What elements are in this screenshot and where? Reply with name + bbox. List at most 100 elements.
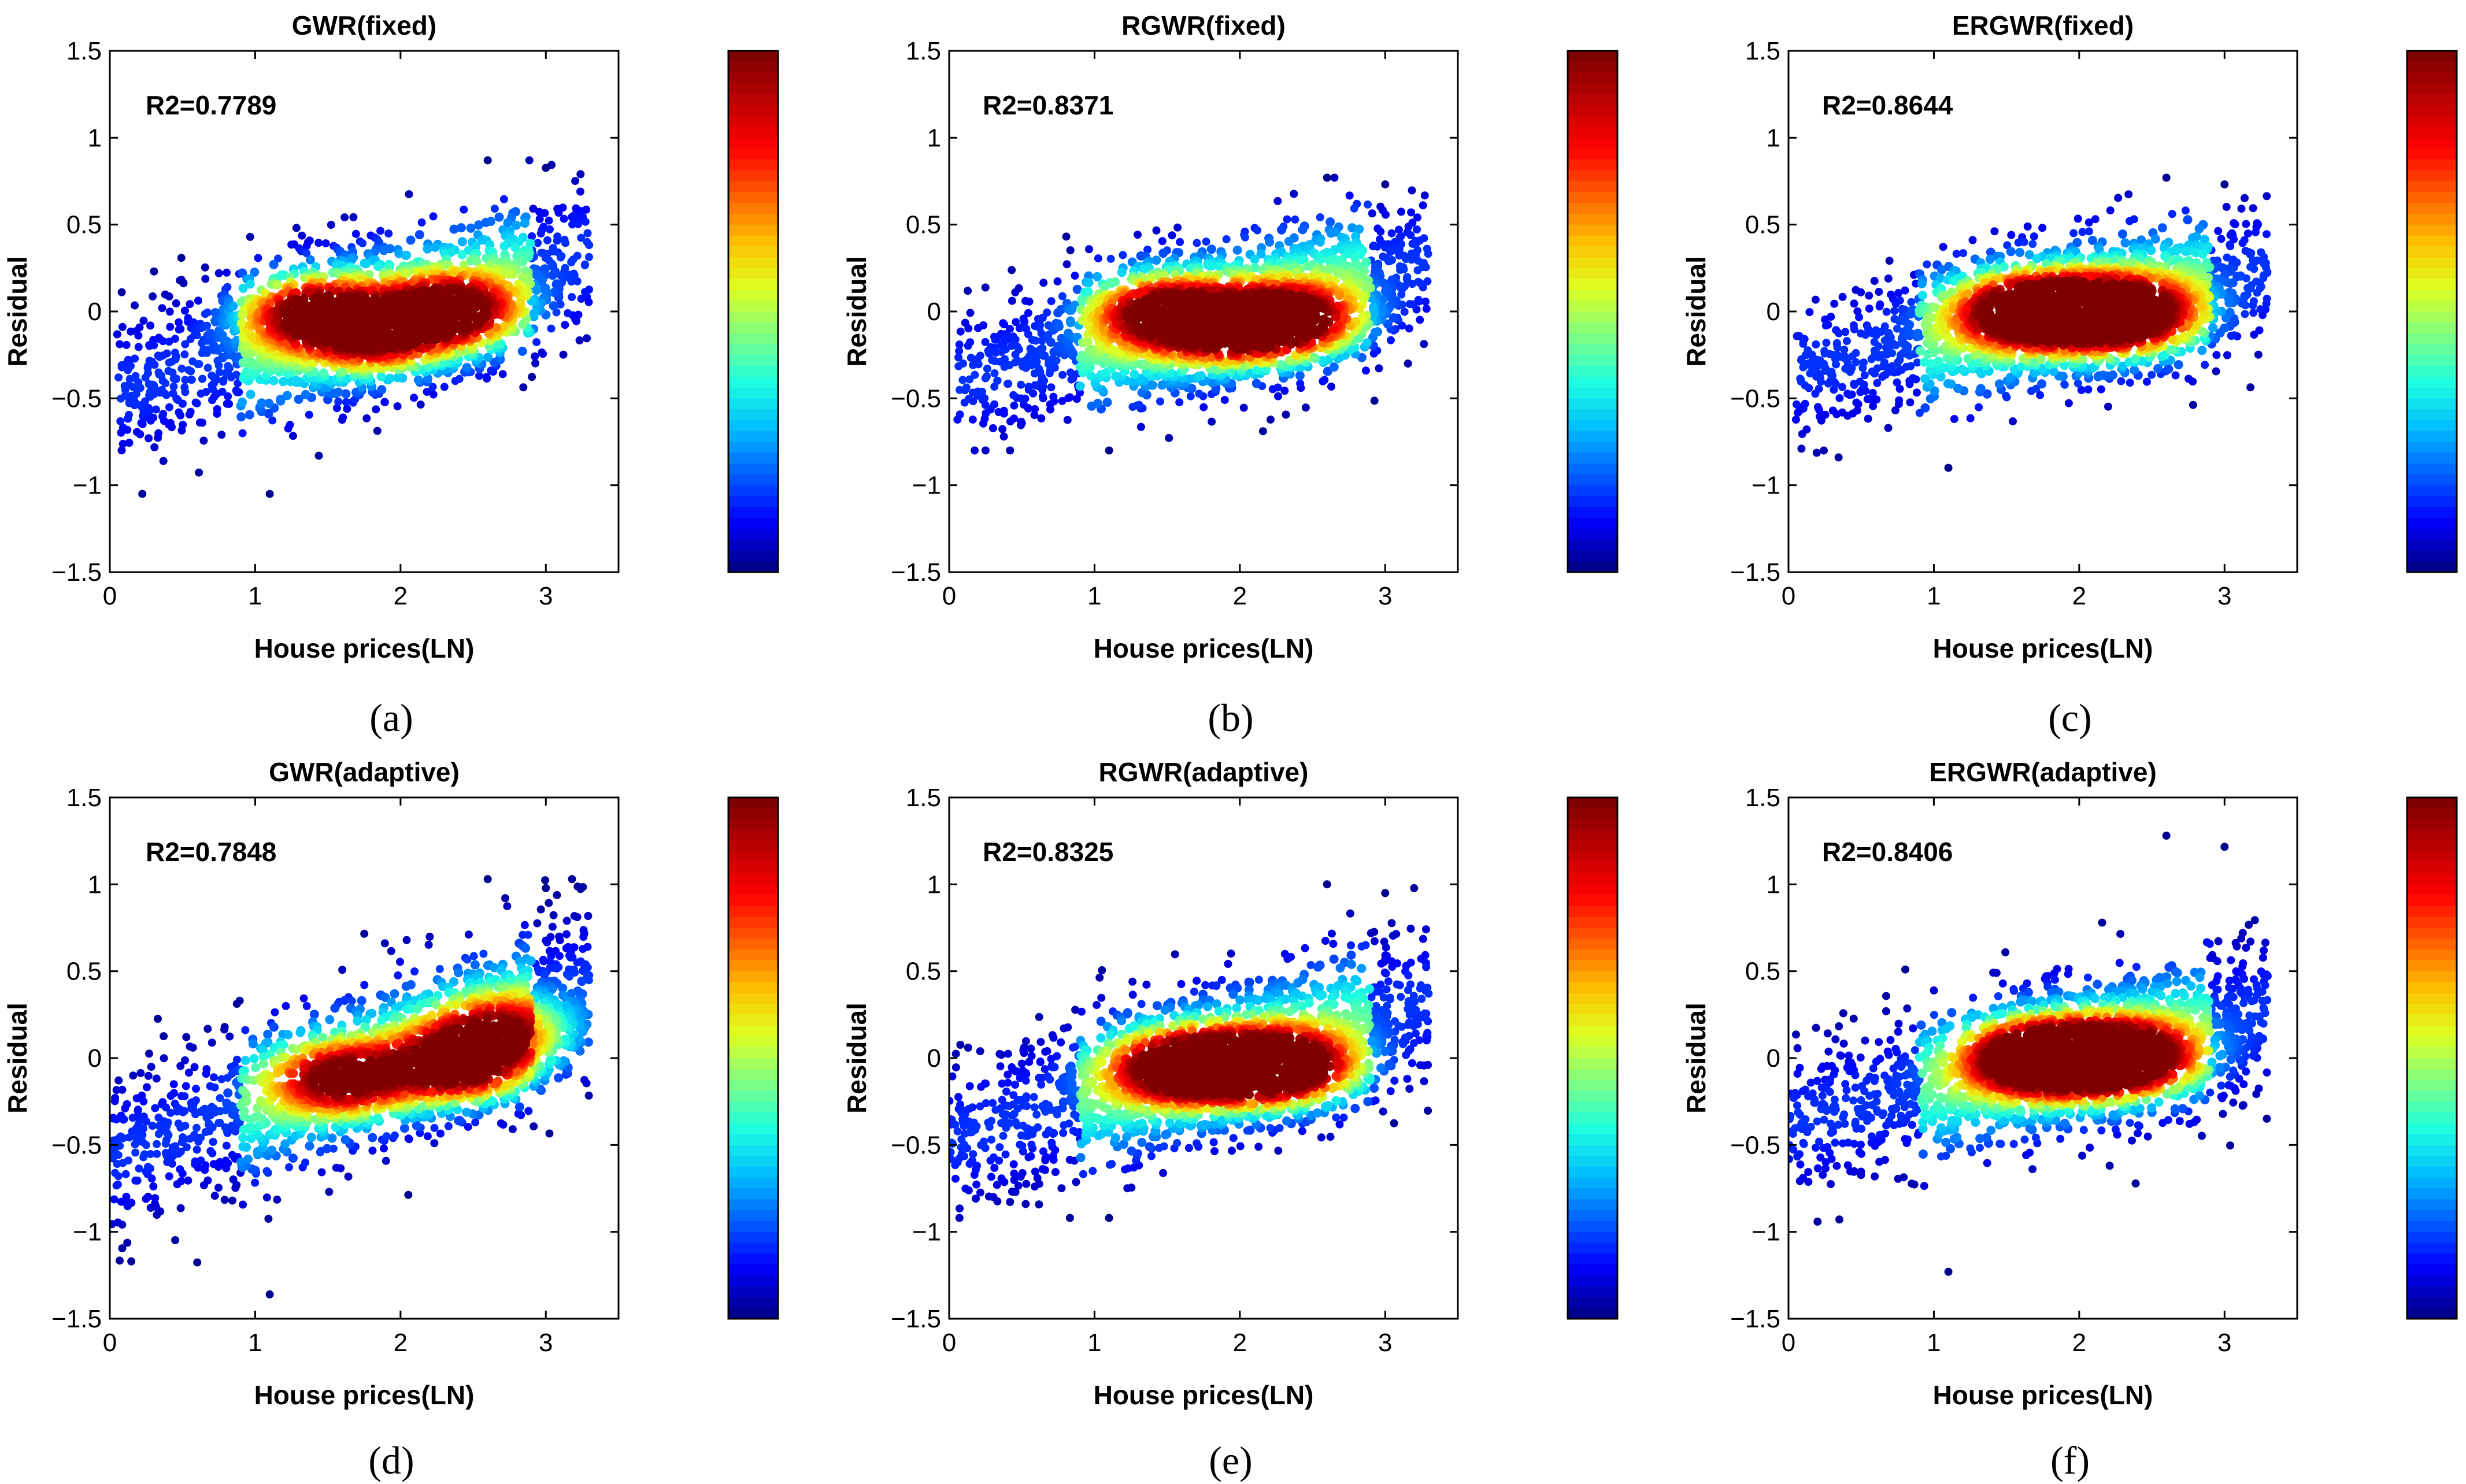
scatter-point [137, 419, 146, 428]
scatter-point [1017, 417, 1025, 426]
scatter-point [1206, 244, 1216, 254]
colorbar-segment [728, 116, 778, 128]
scatter-point [955, 347, 964, 355]
scatter-point [150, 341, 158, 350]
scatter-point [203, 363, 212, 372]
scatter-point [1382, 210, 1390, 219]
colorbar-segment [728, 474, 778, 486]
scatter-point [1066, 246, 1075, 255]
scatter-point [547, 270, 557, 280]
scatter-point [134, 331, 143, 340]
colorbar-segment [728, 138, 778, 149]
scatter-point [416, 400, 425, 409]
colorbar-segment [728, 257, 778, 269]
x-tick-label: 3 [539, 582, 553, 610]
scatter-point [474, 220, 484, 230]
scatter-point [582, 205, 591, 214]
scatter-point [232, 386, 240, 395]
scatter-point [971, 370, 979, 379]
scatter-point [518, 257, 528, 267]
scatter-point [223, 399, 231, 408]
scatter-point [168, 368, 177, 377]
scatter-point [351, 229, 360, 238]
scatter-point [358, 239, 367, 247]
scatter-point [181, 376, 190, 384]
scatter-point [288, 432, 297, 440]
scatter-point [1168, 231, 1176, 240]
scatter-point [1017, 380, 1025, 389]
scatter-point [198, 374, 207, 383]
scatter-point [1195, 389, 1204, 398]
scatter-point [402, 269, 412, 279]
scatter-point [151, 405, 160, 414]
scatter-point [568, 220, 577, 229]
scatter-point [195, 468, 203, 477]
scatter-point [1156, 397, 1164, 406]
scatter-point [571, 177, 580, 186]
scatter-point [1152, 226, 1161, 235]
scatter-point [494, 212, 504, 222]
scatter-point [990, 400, 999, 409]
scatter-point [1025, 297, 1034, 306]
scatter-point [1381, 243, 1390, 252]
scatter-point [1035, 365, 1043, 373]
scatter-point [245, 279, 255, 289]
colorbar-segment [728, 159, 778, 171]
scatter-point [203, 321, 211, 330]
scatter-point [1232, 245, 1242, 255]
colorbar-segment [728, 452, 778, 464]
scatter-point [213, 405, 221, 413]
scatter-point [981, 283, 990, 292]
scatter-point [195, 360, 203, 368]
scatter-point [119, 440, 127, 448]
scatter-point [583, 229, 592, 238]
scatter-point [232, 370, 240, 379]
colorbar-segment [728, 279, 778, 291]
colorbar-segment [728, 213, 778, 225]
colorbar-segment [728, 355, 778, 366]
scatter-point [1375, 364, 1383, 373]
scatter-point [334, 397, 343, 406]
scatter-point [1038, 344, 1047, 353]
scatter-point [1205, 261, 1215, 270]
scatter-point [1058, 370, 1067, 379]
scatter-point [406, 235, 416, 245]
scatter-point [1416, 316, 1424, 324]
scatter-point [341, 389, 351, 399]
scatter-point [568, 293, 576, 301]
scatter-point [1405, 324, 1413, 333]
colorbar-segment [728, 420, 778, 432]
scatter-point [134, 343, 143, 351]
scatter-point [1222, 235, 1231, 243]
scatter-point [1253, 226, 1261, 235]
scatter-point [1066, 368, 1075, 377]
scatter-point [165, 403, 173, 411]
scatter-point [1199, 403, 1208, 411]
scatter-point [398, 317, 408, 327]
colorbar-segment [728, 322, 778, 334]
scatter-point [119, 424, 127, 432]
scatter-point [964, 287, 972, 295]
scatter-point [264, 398, 274, 408]
scatter-point [475, 372, 483, 380]
scatter-point [1361, 366, 1370, 375]
scatter-point [575, 336, 584, 344]
scatter-point [549, 288, 559, 297]
scatter-point [543, 236, 551, 244]
scatter-point [393, 373, 402, 383]
scatter-point [1387, 336, 1395, 344]
scatter-point [1424, 250, 1432, 258]
scatter-point [1345, 191, 1354, 200]
scatter-point [171, 335, 179, 343]
scatter-point [990, 369, 999, 377]
scatter-point [1413, 213, 1421, 222]
y-ticks: 1.510.50−0.5−1−1.5 [51, 37, 619, 587]
scatter-point [132, 428, 141, 436]
scatter-point [499, 241, 509, 251]
scatter-point [169, 382, 178, 391]
scatter-point [428, 383, 437, 391]
scatter-point [964, 342, 972, 350]
scatter-point [1056, 305, 1066, 314]
scatter-point [1273, 383, 1282, 392]
scatter-point [1134, 231, 1142, 239]
